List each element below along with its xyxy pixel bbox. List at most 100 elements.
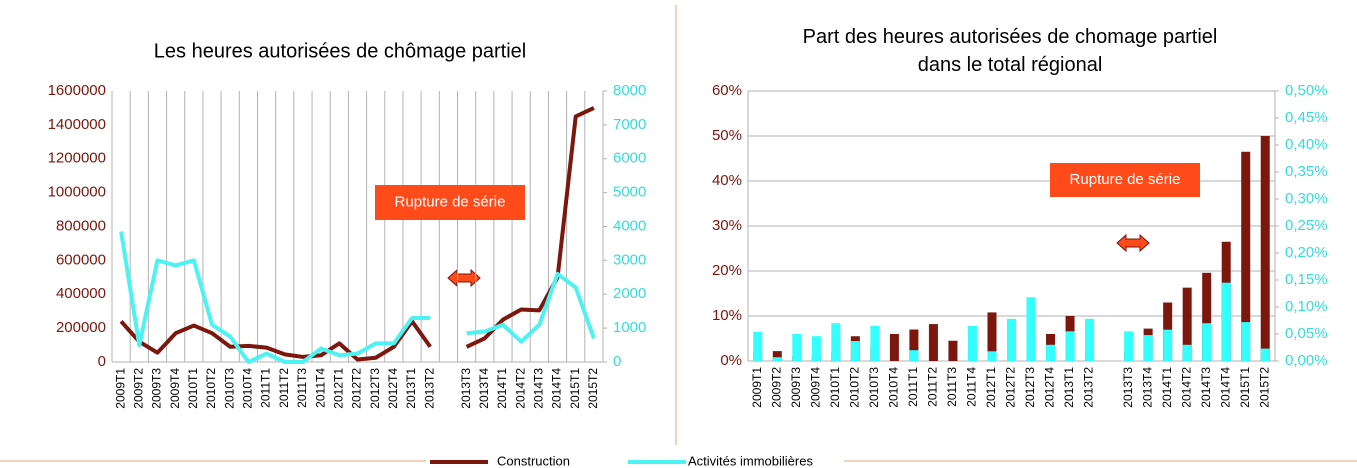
x-tick-label: 2014T1 [495, 368, 509, 409]
y-tick-label: 10% [712, 307, 742, 324]
y2-tick-label: 7000 [613, 116, 646, 133]
x-tick-label: 2012T2 [350, 368, 364, 409]
bar [831, 323, 841, 361]
y2-tick-label: 4000 [613, 217, 646, 234]
bar [1163, 329, 1173, 361]
arrow [447, 268, 481, 288]
y2-tick-label: 0,35% [1285, 163, 1328, 180]
y2-tick-label: 1000 [613, 319, 646, 336]
bar [1241, 151, 1251, 361]
x-tick-label: 2013T3 [1121, 367, 1135, 408]
bar [967, 325, 977, 361]
x-tick-label: 2015T2 [586, 368, 600, 409]
x-tick-label: 2012T1 [331, 368, 345, 409]
x-tick-label: 2014T2 [1179, 367, 1193, 408]
bar [811, 336, 821, 361]
y2-tick-label: 0,20% [1285, 244, 1328, 261]
x-tick-label: 2013T3 [459, 368, 473, 409]
y-tick-label: 30% [712, 217, 742, 234]
x-tick-label: 2009T1 [750, 367, 764, 408]
bar [909, 329, 919, 361]
x-tick-label: 2010T4 [241, 368, 255, 409]
y2-tick-label: 0,50% [1285, 82, 1328, 99]
x-tick-label: 2014T1 [1160, 367, 1174, 408]
annotation-box [1050, 163, 1200, 197]
bar [850, 341, 860, 361]
x-tick-label: 2009T2 [131, 368, 145, 409]
y2-tick-label: 0,30% [1285, 190, 1328, 207]
bar [1202, 323, 1212, 361]
bar [909, 350, 919, 361]
arrow [1116, 233, 1150, 253]
x-tick-label: 2009T4 [168, 368, 182, 409]
bar [1007, 318, 1016, 361]
x-tick-label: 2015T2 [1257, 367, 1271, 408]
y-tick-label: 1200000 [48, 150, 106, 167]
bar [987, 351, 997, 361]
y2-tick-label: 0,15% [1285, 271, 1328, 288]
x-tick-label: 2012T2 [1004, 367, 1018, 408]
y-tick-label: 1600000 [48, 82, 106, 99]
bar [987, 312, 997, 361]
x-tick-label: 2011T2 [277, 368, 291, 408]
y2-tick-label: 8000 [613, 82, 646, 99]
x-tick-label: 2010T2 [204, 368, 218, 409]
y-tick-label: 50% [712, 127, 742, 144]
bar [772, 351, 782, 361]
bar [1182, 344, 1192, 361]
x-tick-label: 2012T4 [1043, 367, 1057, 408]
bar [1221, 282, 1231, 361]
y-tick-label: 40% [712, 172, 742, 189]
x-tick-label: 2014T4 [1218, 367, 1232, 408]
y2-tick-label: 0,40% [1285, 136, 1328, 153]
y-tick-label: 200000 [56, 319, 106, 336]
bar [792, 334, 802, 361]
y-tick-label: 1400000 [48, 116, 106, 133]
x-tick-label: 2011T4 [313, 368, 327, 408]
x-tick-label: 2015T1 [1238, 367, 1252, 408]
x-tick-label: 2011T2 [926, 367, 940, 407]
bar [1085, 318, 1095, 361]
y2-tick-label: 0,45% [1285, 109, 1328, 126]
legend-label: Activités immobilières [688, 453, 813, 468]
y2-tick-label: 0 [613, 353, 621, 370]
x-tick-label: 2012T1 [984, 367, 998, 408]
y-tick-label: 20% [712, 262, 742, 279]
y2-tick-label: 6000 [613, 150, 646, 167]
x-tick-label: 2011T4 [965, 367, 979, 407]
y2-tick-label: 0,00% [1285, 352, 1328, 369]
x-tick-label: 2013T2 [1082, 367, 1096, 408]
x-tick-label: 2010T1 [828, 367, 842, 408]
x-tick-label: 2009T2 [769, 367, 783, 408]
line-series [119, 106, 595, 362]
x-tick-label: 2013T2 [422, 368, 436, 409]
line-series [119, 231, 596, 364]
x-tick-label: 2013T4 [1140, 367, 1154, 408]
bar [1143, 335, 1153, 361]
x-tick-label: 2009T1 [113, 368, 127, 409]
bar [1026, 297, 1036, 361]
bar [889, 334, 899, 361]
bar [753, 331, 763, 361]
bar [928, 324, 938, 361]
bar [1202, 272, 1212, 361]
bar [1046, 344, 1056, 361]
x-tick-label: 2009T3 [150, 368, 164, 409]
x-tick-label: 2010T3 [867, 367, 881, 408]
y-tick-label: 0% [720, 352, 742, 369]
bar [1182, 287, 1192, 361]
x-tick-label: 2011T1 [259, 368, 273, 408]
legend-label: Construction [497, 453, 570, 468]
bar [948, 340, 958, 361]
x-tick-label: 2015T1 [568, 368, 582, 409]
y2-tick-label: 5000 [613, 184, 646, 201]
chart-title: Part des heures autorisées de chomage pa… [803, 26, 1218, 76]
y2-tick-label: 0,10% [1285, 298, 1328, 315]
bar [870, 325, 880, 361]
bar [1260, 136, 1270, 361]
x-tick-label: 2010T4 [887, 367, 901, 408]
y-tick-label: 800000 [56, 217, 106, 234]
x-tick-label: 2010T1 [186, 368, 200, 409]
x-tick-label: 2009T3 [789, 367, 803, 408]
